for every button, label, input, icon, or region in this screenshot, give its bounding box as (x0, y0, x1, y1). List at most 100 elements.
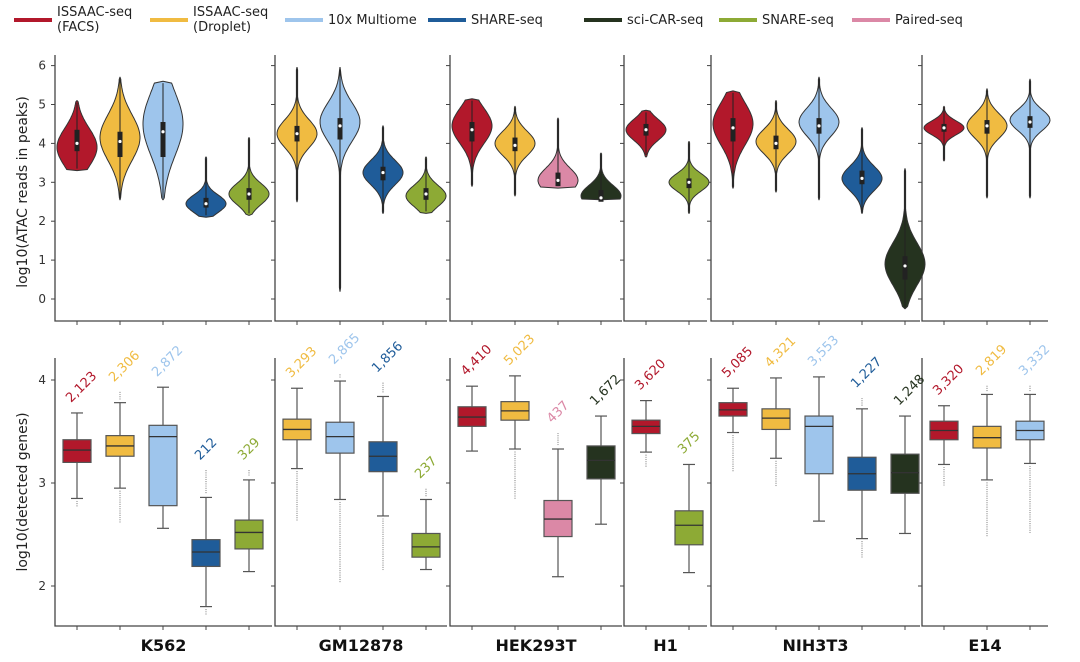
box-iqr (191, 539, 221, 568)
violin-GM12878-share (362, 125, 404, 214)
outlier-point (119, 508, 121, 510)
outlier-point (382, 533, 384, 535)
outlier-point (1029, 529, 1031, 531)
legend-item-issaac_droplet: ISSAAC-seq(Droplet) (150, 5, 268, 35)
box-iqr (674, 510, 704, 546)
legend-item-multiome: 10x Multiome (285, 13, 417, 28)
outlier-point (732, 437, 734, 439)
outlier-point (382, 520, 384, 522)
violin-NIH3T3-share (841, 127, 883, 214)
violin-HEK293T-issaac_droplet (494, 105, 536, 197)
violin-median-dot (817, 124, 821, 128)
violin-iqr (730, 118, 736, 142)
outlier-point (119, 501, 121, 503)
outlier-point (339, 508, 341, 510)
outlier-point (943, 482, 945, 484)
bottom-ytick-label: 2 (38, 579, 46, 593)
legend-label-snare: SNARE-seq (762, 13, 834, 28)
violin-HEK293T-paired (537, 117, 579, 189)
outlier-point (205, 485, 207, 487)
outlier-point (382, 531, 384, 533)
outlier-point (339, 526, 341, 528)
outlier-point (1029, 503, 1031, 505)
outlier-point (861, 549, 863, 552)
violin-median-dot (204, 202, 208, 206)
outlier-point (1029, 385, 1031, 387)
outlier-point (986, 526, 988, 528)
outlier-point (205, 613, 207, 615)
outlier-point (861, 402, 863, 404)
outlier-point (514, 458, 516, 460)
count-label-issaac_droplet: 3,293 (283, 344, 320, 381)
outlier-point (732, 465, 734, 467)
outlier-point (986, 491, 988, 493)
outlier-point (986, 499, 988, 502)
outlier-point (205, 609, 207, 611)
outlier-point (1029, 518, 1031, 520)
outlier-point (339, 565, 341, 567)
outlier-point (382, 562, 384, 564)
outlier-point (1029, 520, 1031, 523)
outlier-point (296, 470, 298, 473)
outlier-point (339, 563, 341, 565)
outlier-point (645, 454, 647, 456)
outlier-point (1029, 465, 1031, 468)
violin-NIH3T3-multiome (798, 76, 840, 201)
outlier-point (557, 441, 559, 443)
outlier-point (248, 474, 250, 476)
outlier-point (339, 539, 341, 541)
outlier-point (1029, 498, 1031, 501)
outlier-point (1029, 487, 1031, 490)
outlier-point (986, 385, 988, 387)
boxplot-GM12878-share: 1,856 (368, 339, 406, 571)
boxplot-H1-snare: 375 (674, 429, 704, 574)
outlier-point (514, 497, 516, 499)
boxplot-K562-issaac_droplet: 2,306 (105, 348, 143, 523)
count-label-share: 212 (192, 435, 220, 463)
violin-median-dot (903, 264, 907, 268)
count-label-multiome: 3,553 (805, 333, 842, 370)
outlier-point (943, 471, 945, 473)
count-label-issaac_facs: 4,410 (458, 342, 495, 379)
violin-median-dot (118, 139, 122, 144)
boxplot-K562-issaac_facs: 2,123 (62, 369, 100, 507)
violin-iqr (74, 129, 80, 152)
outlier-point (76, 503, 78, 505)
outlier-point (382, 529, 384, 531)
bottom-axis-frame-K562 (54, 358, 272, 627)
outlier-point (76, 500, 78, 503)
legend-label-issaac_facs-line2: (FACS) (57, 20, 99, 35)
outlier-point (382, 524, 384, 527)
group-label-GM12878: GM12878 (319, 636, 404, 655)
outlier-point (382, 549, 384, 551)
outlier-point (119, 398, 121, 400)
legend-item-snare: SNARE-seq (719, 13, 834, 28)
outlier-point (1029, 470, 1031, 472)
outlier-point (205, 478, 207, 481)
outlier-point (775, 460, 777, 462)
outlier-point (986, 504, 988, 506)
count-label-issaac_droplet: 5,023 (501, 332, 538, 369)
outlier-point (514, 480, 516, 482)
violin-median-dot (295, 132, 299, 136)
outlier-point (119, 519, 121, 521)
outlier-point (119, 391, 121, 393)
count-label-multiome: 3,332 (1016, 342, 1053, 379)
violin-median-dot (381, 170, 385, 175)
outlier-point (986, 508, 988, 510)
count-label-paired: 437 (544, 398, 572, 426)
boxplot-HEK293T-issaac_droplet: 5,023 (500, 332, 538, 499)
outlier-point (339, 530, 341, 532)
boxplot-HEK293T-issaac_facs: 4,410 (457, 342, 495, 452)
outlier-point (382, 522, 384, 524)
boxplot-NIH3T3-share: 1,227 (847, 354, 885, 558)
box-iqr (62, 439, 92, 463)
outlier-point (732, 448, 734, 450)
count-label-issaac_facs: 5,085 (719, 344, 756, 381)
outlier-point (943, 480, 945, 482)
outlier-point (382, 544, 384, 546)
count-label-issaac_facs: 3,320 (930, 362, 967, 399)
violin-NIH3T3-scicar (884, 168, 926, 310)
outlier-point (645, 456, 647, 458)
outlier-point (943, 477, 945, 480)
